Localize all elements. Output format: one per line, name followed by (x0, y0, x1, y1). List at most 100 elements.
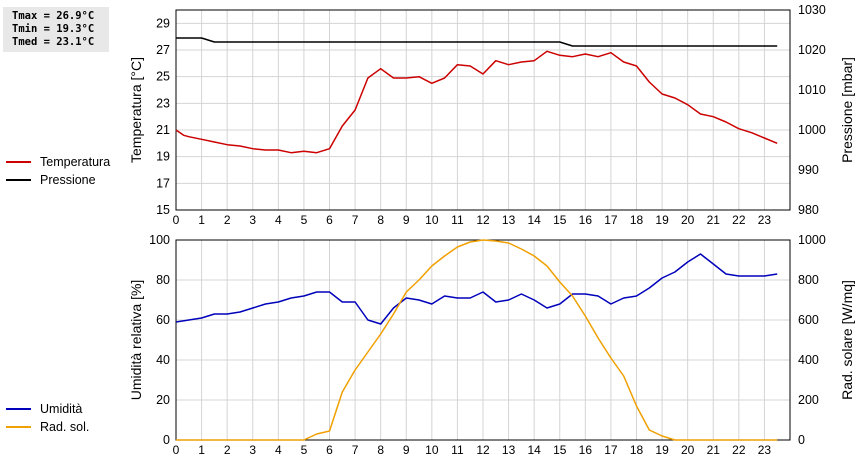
x-tick-label: 7 (352, 443, 359, 457)
y-tick-label: 29 (156, 16, 170, 30)
x-tick-label: 15 (553, 213, 567, 227)
series-line-umidit- (175, 253, 778, 325)
x-tick-label: 20 (681, 443, 695, 457)
y2-axis-title: Rad. solare [W/mq] (839, 280, 855, 400)
x-tick-label: 5 (301, 443, 308, 457)
legend-swatch-temperatura (6, 161, 31, 163)
y2-tick-label: 980 (798, 203, 819, 217)
x-tick-label: 12 (476, 443, 490, 457)
x-tick-label: 23 (758, 443, 772, 457)
y2-tick-label: 1000 (798, 233, 826, 247)
legend-item-umidita: Umidità (6, 400, 82, 418)
y-axis-title: Temperatura [°C] (128, 57, 144, 163)
legend-swatch-pressione (6, 179, 31, 181)
legend-top: Temperatura Pressione (6, 153, 110, 189)
x-tick-label: 12 (476, 213, 490, 227)
x-tick-label: 8 (377, 213, 384, 227)
series-line-pressione (176, 37, 778, 47)
x-tick-label: 0 (173, 213, 180, 227)
series-line-temperatura (175, 50, 778, 154)
x-tick-label: 14 (527, 213, 541, 227)
y-tick-label: 17 (156, 176, 170, 190)
x-tick-label: 16 (579, 443, 593, 457)
x-tick-label: 19 (655, 213, 669, 227)
x-tick-label: 4 (275, 213, 282, 227)
x-tick-label: 9 (403, 443, 410, 457)
y-tick-label: 100 (149, 233, 170, 247)
x-tick-label: 10 (425, 213, 439, 227)
y-tick-label: 19 (156, 150, 170, 164)
x-tick-label: 21 (707, 213, 721, 227)
y2-tick-label: 200 (798, 393, 819, 407)
y2-tick-label: 600 (798, 313, 819, 327)
series-line-rad-sol- (176, 239, 778, 441)
x-tick-label: 5 (301, 213, 308, 227)
x-tick-label: 13 (502, 213, 516, 227)
x-tick-label: 3 (249, 443, 256, 457)
x-tick-label: 16 (579, 213, 593, 227)
y-tick-label: 21 (156, 123, 170, 137)
chart-1: 0 1 2 3 4 5 6 7 8 9 10 11 12 13 14 15 16 17 18 19 20 21 22 2302… (128, 233, 855, 457)
legend-item-radsol: Rad. sol. (6, 418, 89, 436)
y-tick-label: 20 (156, 393, 170, 407)
y-axis-title: Umidità relativa [%] (128, 280, 144, 401)
y2-tick-label: 990 (798, 163, 819, 177)
x-tick-label: 23 (758, 213, 772, 227)
x-tick-label: 19 (655, 443, 669, 457)
stat-tmin: Tmin = 19.3°C (12, 23, 95, 35)
y-tick-label: 0 (163, 433, 170, 447)
x-tick-label: 11 (451, 213, 464, 227)
x-tick-label: 18 (630, 213, 644, 227)
legend-label-temperatura: Temperatura (40, 155, 111, 169)
x-tick-label: 4 (275, 443, 282, 457)
plot-frame (175, 9, 791, 211)
legend-swatch-umidita (6, 408, 31, 410)
stat-tmax: Tmax = 26.9°C (12, 10, 95, 22)
x-tick-label: 20 (681, 213, 695, 227)
x-tick-label: 2 (224, 443, 231, 457)
y-tick-label: 25 (156, 70, 170, 84)
y2-tick-label: 1020 (798, 43, 826, 57)
legend-label-umidita: Umidità (40, 402, 83, 416)
y2-tick-label: 400 (798, 353, 819, 367)
x-tick-label: 18 (630, 443, 644, 457)
x-tick-label: 13 (502, 443, 516, 457)
x-tick-label: 1 (198, 443, 205, 457)
x-tick-label: 8 (377, 443, 384, 457)
y-tick-label: 60 (156, 313, 170, 327)
legend-label-pressione: Pressione (40, 173, 96, 187)
legend-item-pressione: Pressione (6, 171, 110, 189)
x-tick-label: 10 (425, 443, 439, 457)
y2-axis-title: Pressione [mbar] (839, 57, 855, 163)
x-tick-label: 17 (604, 213, 618, 227)
x-tick-label: 2 (224, 213, 231, 227)
y-tick-label: 40 (156, 353, 170, 367)
y2-tick-label: 1030 (798, 3, 826, 17)
y2-tick-label: 0 (798, 433, 805, 447)
x-tick-label: 6 (326, 213, 333, 227)
y2-tick-label: 1000 (798, 123, 826, 137)
x-tick-label: 3 (249, 213, 256, 227)
x-tick-label: 22 (732, 443, 746, 457)
y2-tick-label: 1010 (798, 83, 826, 97)
x-tick-label: 0 (173, 443, 180, 457)
y-tick-label: 15 (156, 203, 170, 217)
x-tick-label: 15 (553, 443, 567, 457)
chart-0: 0 1 2 3 4 5 6 7 8 9 10 11 12 13 14 15 16 17 18 19 20 21 22 2315… (128, 3, 855, 227)
y-tick-label: 80 (156, 273, 170, 287)
x-tick-label: 7 (352, 213, 359, 227)
y2-tick-label: 800 (798, 273, 819, 287)
stat-tmed: Tmed = 23.1°C (12, 36, 95, 48)
stats-box: Tmax = 26.9°C Tmin = 19.3°C Tmed = 23.1°… (3, 7, 109, 52)
x-tick-label: 11 (451, 443, 464, 457)
legend-label-radsol: Rad. sol. (40, 420, 90, 434)
y-tick-label: 27 (156, 43, 170, 57)
x-tick-label: 9 (403, 213, 410, 227)
y-tick-label: 23 (156, 96, 170, 110)
x-tick-label: 14 (527, 443, 541, 457)
legend-item-temperatura: Temperatura (6, 153, 110, 171)
x-tick-label: 1 (198, 213, 205, 227)
legend-swatch-radsol (6, 426, 31, 428)
x-tick-label: 6 (326, 443, 333, 457)
